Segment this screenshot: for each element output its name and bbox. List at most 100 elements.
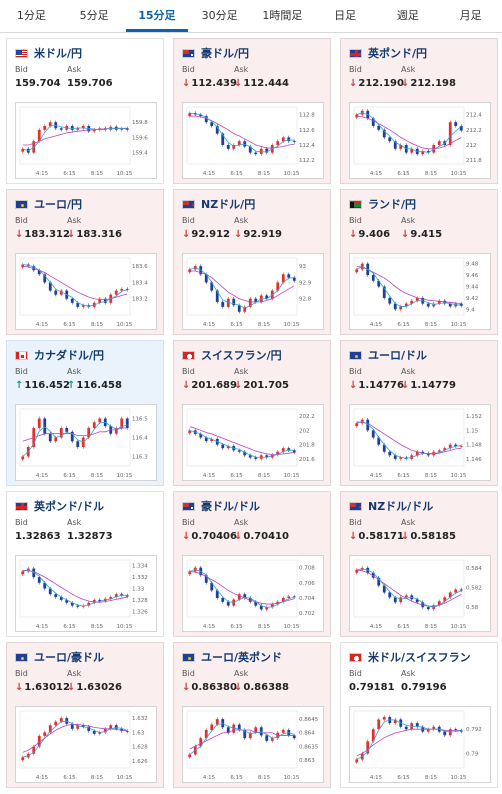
- rate-card[interactable]: 豪ドル/ドル Bid Ask ↓0.70406 ↓0.70410 0.708 0.706 0.…: [173, 491, 331, 637]
- rate-card[interactable]: ユーロ/英ポンド Bid Ask ↓0.86380 ↓0.86388 0.8645 0.86…: [173, 642, 331, 788]
- x-tick-label: 6:15: [63, 473, 76, 479]
- candle-body: [226, 727, 230, 733]
- price-chart: 1.334 1.332 1.33 1.328 1.326 4:15 6:15 8:15 10:1…: [15, 555, 157, 632]
- pair-header[interactable]: 豪ドル/ドル: [182, 498, 260, 514]
- candle-body: [432, 726, 436, 730]
- rate-card[interactable]: スイスフラン/円 Bid Ask ↓201.689 ↓201.705 202.2 202 20…: [173, 340, 331, 486]
- tab-timeframe[interactable]: 週足: [396, 9, 419, 22]
- rate-card[interactable]: NZドル/円 Bid Ask ↓92.912 ↓92.919 93 92.9 92.8 4:15…: [173, 189, 331, 335]
- rate-card[interactable]: ランド/円 Bid Ask ↓9.406 ↓9.415 9.48 9.46 9.44 9.42 9…: [340, 189, 498, 335]
- pair-name[interactable]: ユーロ/豪ドル: [34, 651, 105, 664]
- candle-body: [221, 444, 225, 449]
- price-chart-svg: 212.4 212.2 212 211.8 4:15 6:15 8:15 10:15: [353, 106, 482, 177]
- y-tick-label: 93: [299, 264, 306, 270]
- au-flag-icon: [182, 48, 195, 58]
- candle-body: [281, 448, 285, 452]
- rate-card[interactable]: NZドル/ドル Bid Ask ↓0.58171 ↓0.58185 0.584 0.582 0…: [340, 491, 498, 637]
- candle-body: [459, 303, 463, 306]
- y-tick-label: 0.79: [466, 751, 479, 757]
- x-tick-label: 4:15: [370, 624, 383, 630]
- pair-name[interactable]: ランド/円: [368, 198, 417, 211]
- pair-name[interactable]: 豪ドル/ドル: [201, 500, 261, 513]
- pair-name[interactable]: 米ドル/円: [34, 47, 83, 60]
- pair-header[interactable]: カナダドル/円: [15, 347, 104, 363]
- candle-body: [415, 723, 419, 727]
- pair-header[interactable]: NZドル/円: [182, 196, 255, 212]
- candle-body: [437, 300, 441, 304]
- y-tick-label: 211.8: [466, 158, 482, 164]
- candle-body: [109, 597, 113, 599]
- candle-body: [448, 592, 452, 598]
- tab-timeframe[interactable]: 5分足: [79, 9, 109, 22]
- rate-card[interactable]: ユーロ/円 Bid Ask ↓183.312 ↓183.316 183.6 183.4 183…: [6, 189, 164, 335]
- rate-card[interactable]: カナダドル/円 Bid Ask ↑116.452 ↑116.458 116.5 116.4 1…: [6, 340, 164, 486]
- candle-body: [448, 303, 452, 307]
- candle-body: [366, 419, 370, 431]
- x-tick-label: 6:15: [397, 624, 410, 630]
- pair-header[interactable]: ユーロ/円: [15, 196, 82, 212]
- pair-header[interactable]: ユーロ/ドル: [349, 347, 427, 363]
- rate-card[interactable]: 米ドル/円 Bid Ask 159.704 159.706 159.8 159.6 159.4…: [6, 38, 164, 184]
- tab-timeframe[interactable]: 日足: [334, 9, 357, 22]
- rate-card[interactable]: 豪ドル/円 Bid Ask ↓112.439 ↓112.444 112.8 112.6 112…: [173, 38, 331, 184]
- bid-number: 112.439: [191, 78, 237, 89]
- ma-short-line: [189, 112, 295, 153]
- tab-timeframe[interactable]: 15分足: [125, 0, 189, 32]
- pair-header[interactable]: 英ポンド/ドル: [15, 498, 104, 514]
- pair-name[interactable]: 英ポンド/円: [368, 47, 428, 60]
- tab-timeframe[interactable]: 30分足: [201, 9, 238, 22]
- tab-timeframe[interactable]: 1時間足: [262, 9, 303, 22]
- pair-name[interactable]: 米ドル/スイスフラン: [368, 651, 471, 664]
- pair-name[interactable]: ユーロ/ドル: [368, 349, 428, 362]
- bid-label: Bid: [182, 669, 195, 678]
- plot-frame: [186, 106, 298, 165]
- candle-body: [98, 599, 102, 602]
- bid-value: ↓0.58171: [349, 531, 404, 542]
- candle-body: [237, 724, 241, 730]
- rate-card[interactable]: 米ドル/スイスフラン Bid Ask 0.79181 0.79196 0.792 0.79 4…: [340, 642, 498, 788]
- pair-header[interactable]: ユーロ/豪ドル: [15, 649, 104, 665]
- y-tick-label: 9.42: [466, 296, 478, 302]
- pair-name[interactable]: NZドル/円: [201, 198, 256, 211]
- rate-card[interactable]: ユーロ/ドル Bid Ask ↓1.14776 ↓1.14779 1.152 1.15 1.1…: [340, 340, 498, 486]
- bid-value: ↓201.689: [182, 380, 237, 391]
- x-tick-label: 4:15: [36, 473, 49, 479]
- tab-timeframe[interactable]: 1分足: [16, 9, 46, 22]
- pair-header[interactable]: 豪ドル/円: [182, 45, 249, 61]
- candle-body: [70, 298, 74, 303]
- y-tick-label: 1.15: [466, 428, 479, 434]
- y-tick-label: 112.8: [299, 113, 315, 119]
- pair-name[interactable]: スイスフラン/円: [201, 349, 282, 362]
- ma-long-line: [22, 427, 128, 442]
- pair-header[interactable]: スイスフラン/円: [182, 347, 282, 363]
- pair-name[interactable]: ユーロ/英ポンド: [201, 651, 283, 664]
- pair-header[interactable]: ユーロ/英ポンド: [182, 649, 282, 665]
- x-tick-label: 10:15: [451, 624, 467, 630]
- rate-card[interactable]: 英ポンド/ドル Bid Ask 1.32863 1.32873 1.334 1.332 1.3…: [6, 491, 164, 637]
- pair-header[interactable]: ランド/円: [349, 196, 416, 212]
- bid-value: 0.79181: [349, 682, 395, 693]
- rate-card[interactable]: ユーロ/豪ドル Bid Ask ↓1.63012 ↓1.63026 1.632 1.63 1.…: [6, 642, 164, 788]
- candle-body: [355, 423, 359, 427]
- pair-header[interactable]: 米ドル/スイスフラン: [349, 649, 471, 665]
- price-chart-svg: 1.334 1.332 1.33 1.328 1.326 4:15 6:15 8:15 10:1…: [19, 559, 148, 630]
- bid-value: ↓9.406: [349, 229, 390, 240]
- pair-header[interactable]: 英ポンド/円: [349, 45, 427, 61]
- arrow-down-icon: ↓: [234, 78, 243, 89]
- ma-long-line: [189, 571, 295, 605]
- pair-name[interactable]: カナダドル/円: [34, 349, 105, 362]
- pair-name[interactable]: 豪ドル/円: [201, 47, 250, 60]
- tab-timeframe[interactable]: 月足: [459, 9, 482, 22]
- pair-header[interactable]: NZドル/ドル: [349, 498, 433, 514]
- candle-body: [426, 607, 430, 610]
- pair-header[interactable]: 米ドル/円: [15, 45, 82, 61]
- candle-body: [426, 729, 430, 732]
- pair-name[interactable]: NZドル/ドル: [368, 500, 434, 513]
- candle-body: [287, 448, 291, 451]
- candle-body: [415, 599, 419, 603]
- rate-card[interactable]: 英ポンド/円 Bid Ask ↓212.190 ↓212.198 212.4 212.2 21…: [340, 38, 498, 184]
- pair-name[interactable]: ユーロ/円: [34, 198, 83, 211]
- ask-number: 183.316: [76, 229, 122, 240]
- pair-name[interactable]: 英ポンド/ドル: [34, 500, 105, 513]
- eu-flag-icon: [15, 652, 28, 662]
